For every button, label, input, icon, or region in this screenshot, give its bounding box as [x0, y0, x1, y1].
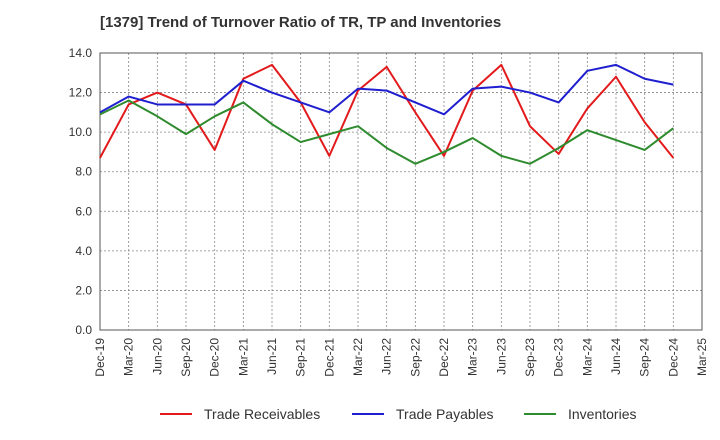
x-tick-label: Dec-19	[93, 338, 107, 377]
legend-label: Inventories	[568, 406, 636, 422]
axis-layer: 0.0 2.0 4.0 6.0 8.0 10.0 12.0 14.0 Dec-19 Mar-20 J…	[69, 46, 709, 377]
series-line-trade-payables	[99, 63, 674, 116]
x-tick-label: Dec-20	[208, 338, 222, 377]
x-tick-label: Mar-25	[695, 338, 709, 376]
y-tick-label: 8.0	[75, 165, 92, 179]
chart-title: [1379] Trend of Turnover Ratio of TR, TP…	[100, 14, 502, 31]
y-tick-label: 10.0	[69, 125, 93, 139]
y-tick-label: 6.0	[75, 204, 92, 218]
y-tick-label: 4.0	[75, 244, 92, 258]
grid-layer	[99, 52, 703, 331]
plot-frame	[99, 52, 703, 331]
x-tick-label: Sep-22	[408, 338, 422, 377]
legend-label: Trade Payables	[396, 406, 494, 422]
y-tick-label: 0.0	[75, 323, 92, 337]
x-tick-label: Jun-22	[380, 338, 394, 375]
y-tick-label: 14.0	[69, 46, 93, 60]
x-tick-label: Sep-20	[179, 338, 193, 377]
series-line-inventories	[99, 99, 674, 165]
series-layer	[99, 63, 675, 165]
x-tick-label: Sep-23	[523, 338, 537, 377]
x-tick-label: Jun-21	[265, 338, 279, 375]
x-tick-label: Sep-21	[294, 338, 308, 377]
legend-label: Trade Receivables	[204, 406, 320, 422]
legend: Trade Receivables Trade Payables Inventori…	[160, 406, 636, 422]
series-line-trade-receivables	[99, 63, 675, 159]
x-tick-label: Mar-20	[122, 338, 136, 376]
x-tick-label: Mar-21	[236, 338, 250, 376]
x-tick-label: Dec-21	[322, 338, 336, 377]
x-tick-label: Jun-23	[494, 338, 508, 375]
x-tick-label: Mar-22	[351, 338, 365, 376]
x-tick-label: Jun-24	[609, 338, 623, 375]
x-tick-label: Mar-23	[466, 338, 480, 376]
x-tick-label: Dec-24	[666, 338, 680, 377]
y-tick-label: 2.0	[75, 283, 92, 297]
x-tick-label: Jun-20	[150, 338, 164, 375]
y-tick-label: 12.0	[69, 86, 93, 100]
x-tick-label: Sep-24	[638, 338, 652, 377]
x-tick-label: Mar-24	[580, 338, 594, 376]
x-tick-label: Dec-22	[437, 338, 451, 377]
x-tick-label: Dec-23	[552, 338, 566, 377]
